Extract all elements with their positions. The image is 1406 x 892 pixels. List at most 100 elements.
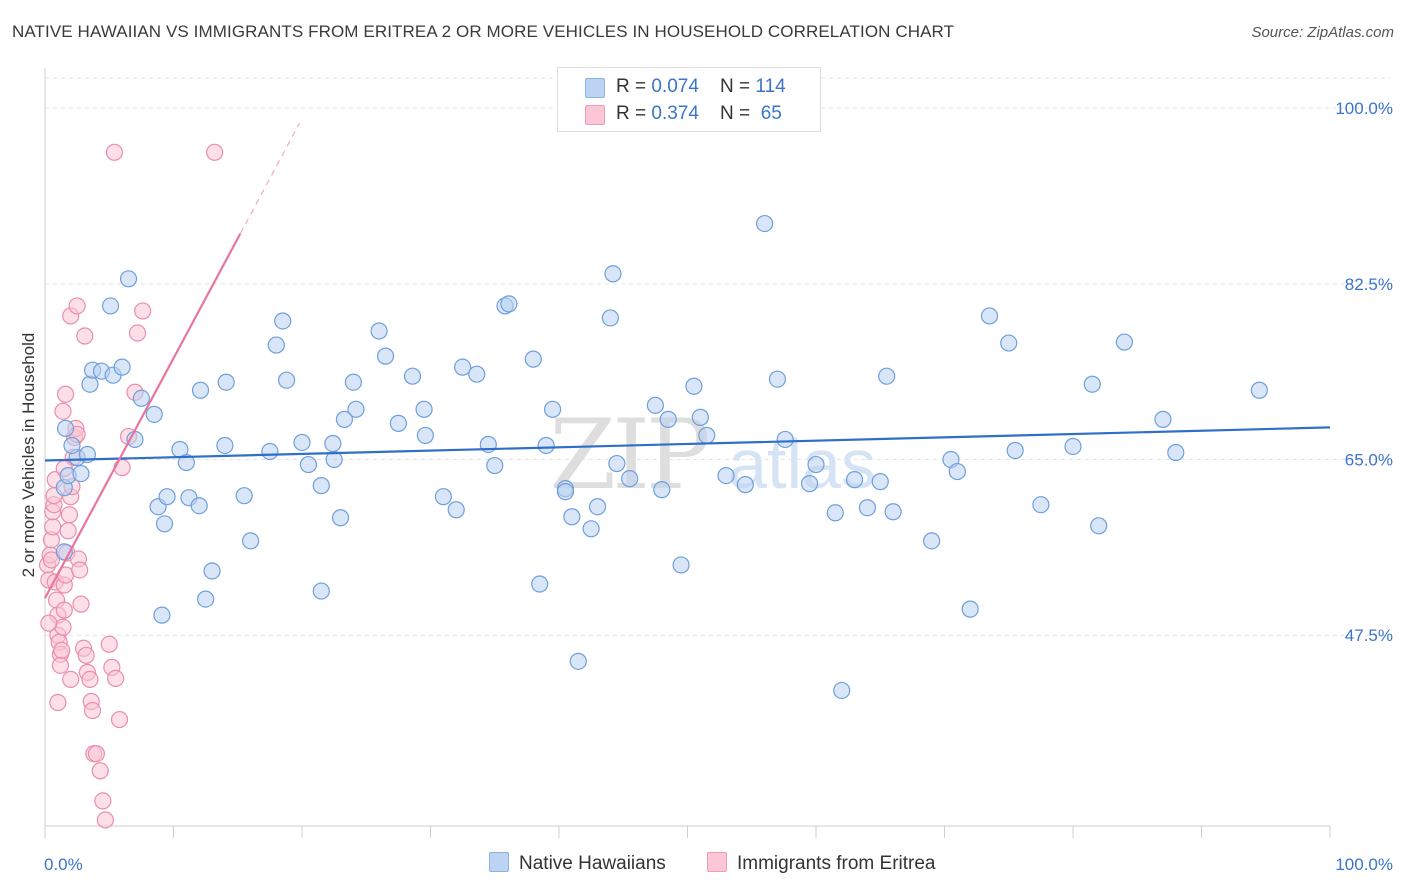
- data-point: [434, 488, 452, 506]
- data-point: [563, 508, 581, 526]
- data-point: [403, 367, 422, 385]
- tick-labels: 100.0% 82.5% 65.0% 47.5% 0.0% 100.0%: [44, 99, 1393, 874]
- data-point: [416, 426, 434, 445]
- data-point: [531, 575, 549, 593]
- data-point: [277, 371, 296, 389]
- data-point: [755, 214, 774, 233]
- data-point: [312, 477, 330, 495]
- legend-swatch-blue: [585, 78, 605, 98]
- legend-r-value: 0.074: [651, 76, 699, 97]
- y-tick-label: 65.0%: [1345, 451, 1393, 470]
- legend-swatch-blue: [489, 852, 509, 872]
- data-point: [878, 367, 896, 385]
- trend-line-extension: [239, 122, 300, 234]
- legend-swatch-pink: [707, 852, 727, 872]
- data-point: [261, 442, 279, 461]
- data-point: [845, 471, 864, 489]
- data-point: [569, 652, 587, 670]
- data-point: [76, 327, 94, 345]
- data-point: [858, 499, 877, 517]
- data-point: [105, 143, 123, 161]
- data-point: [158, 488, 176, 506]
- data-point: [206, 143, 224, 161]
- data-point: [347, 400, 365, 418]
- trend-line-immigrants-from-eritrea: [44, 233, 242, 599]
- data-point: [94, 792, 112, 810]
- legend-r-value: 0.374: [651, 103, 699, 124]
- data-point: [447, 501, 465, 519]
- axes: [44, 68, 1331, 838]
- x-tick-label: 0.0%: [44, 855, 83, 874]
- watermark-atlas: atlas: [728, 425, 876, 503]
- data-point: [107, 669, 125, 688]
- legend-n-value: 65: [755, 103, 782, 124]
- trend-lines: [44, 122, 1331, 599]
- data-point: [961, 600, 979, 618]
- data-point: [646, 396, 664, 414]
- data-point: [582, 520, 600, 538]
- data-point: [51, 656, 70, 674]
- data-point: [415, 400, 433, 418]
- data-point: [54, 618, 72, 636]
- data-point: [96, 811, 114, 829]
- chart-title: NATIVE HAWAIIAN VS IMMIGRANTS FROM ERITR…: [12, 22, 955, 41]
- data-point: [556, 483, 575, 501]
- data-point: [543, 400, 562, 418]
- data-point: [331, 509, 350, 527]
- data-point: [736, 476, 754, 494]
- data-point: [454, 358, 472, 376]
- data-point: [81, 670, 99, 689]
- data-point: [72, 464, 90, 483]
- data-point: [119, 270, 138, 288]
- data-point: [71, 561, 89, 579]
- data-point: [113, 358, 131, 376]
- data-point: [468, 365, 486, 383]
- data-point: [376, 347, 395, 365]
- data-point: [500, 295, 518, 313]
- data-point: [59, 522, 77, 540]
- data-point: [344, 373, 362, 391]
- data-point: [40, 614, 58, 632]
- data-point: [1090, 517, 1108, 535]
- data-point: [324, 434, 342, 453]
- data-point: [197, 590, 215, 608]
- data-point: [68, 297, 86, 315]
- data-point: [1115, 333, 1134, 351]
- data-point: [101, 297, 120, 315]
- data-point: [63, 436, 81, 455]
- data-point: [608, 454, 626, 473]
- data-point: [601, 309, 620, 327]
- y-axis-label: 2 or more Vehicles in Household: [19, 332, 38, 578]
- source-label: Source: ZipAtlas.com: [1251, 24, 1394, 41]
- data-point: [1083, 375, 1101, 393]
- y-tick-label: 47.5%: [1345, 626, 1393, 645]
- trend-line-native-hawaiians: [44, 426, 1331, 462]
- data-point: [155, 515, 174, 533]
- data-point: [132, 389, 150, 407]
- data-point: [524, 350, 542, 368]
- legend: R = 0.074 N = 114 R = 0.374 N = 65: [557, 67, 821, 132]
- data-point: [49, 693, 67, 712]
- data-point: [77, 646, 95, 664]
- legend-row-native-hawaiians: R = 0.074 N = 114: [558, 75, 820, 101]
- data-point: [1167, 443, 1185, 462]
- bottom-legend-native-hawaiians: Native Hawaiians: [489, 852, 666, 875]
- data-point: [56, 385, 75, 403]
- data-point: [672, 556, 690, 574]
- data-point: [235, 487, 253, 505]
- data-point: [53, 641, 71, 659]
- data-point: [1064, 437, 1082, 456]
- data-point: [87, 745, 106, 763]
- data-point: [274, 312, 292, 330]
- data-point: [83, 701, 102, 720]
- y-tick-label: 100.0%: [1335, 99, 1393, 118]
- data-point: [335, 410, 354, 428]
- data-point: [1032, 496, 1050, 514]
- data-point: [299, 455, 318, 474]
- data-point: [81, 375, 99, 393]
- data-point: [884, 503, 902, 521]
- data-point: [100, 635, 118, 653]
- data-point: [56, 419, 75, 438]
- data-point: [1006, 441, 1024, 460]
